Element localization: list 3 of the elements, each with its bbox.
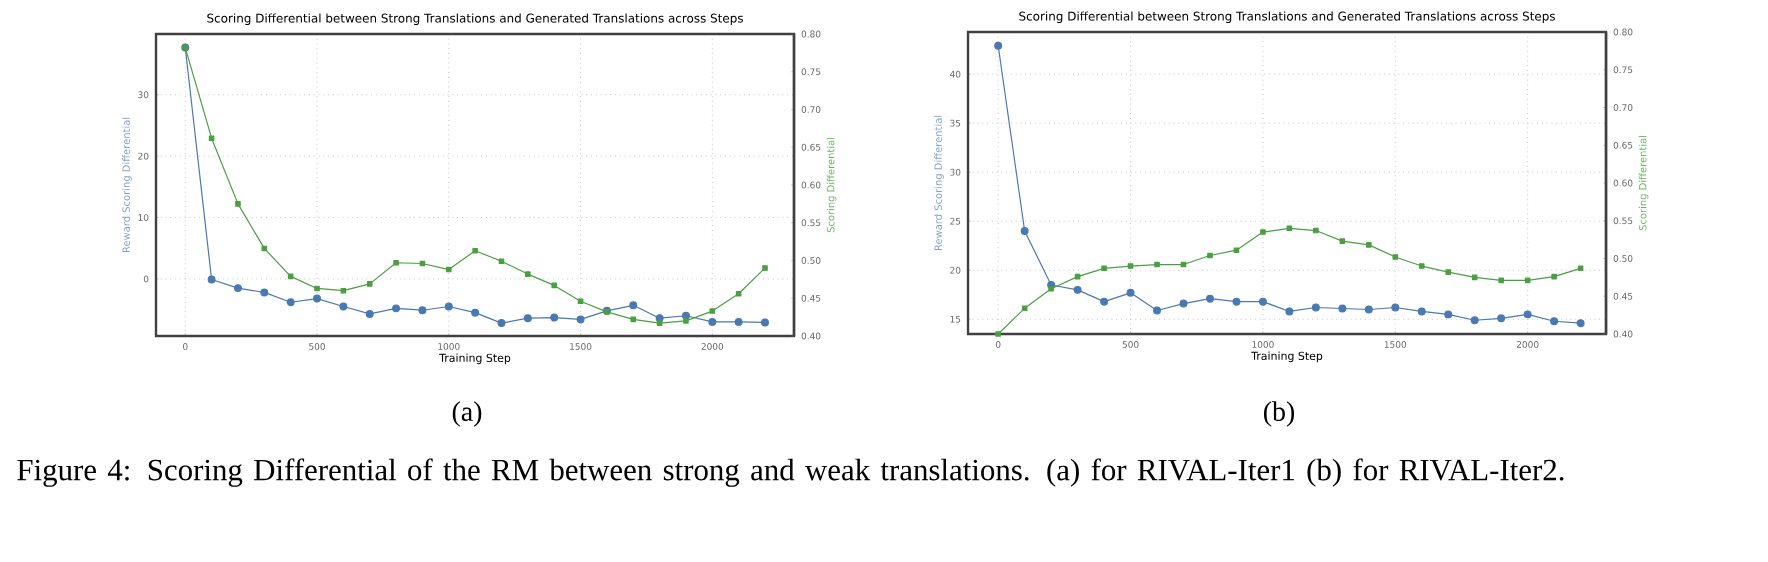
caption: Figure 4: Scoring Differential of the RM between strong and weak translations. (a) for RIVAL-Iter1 (b) for RIVAL-Iter2. [17, 458, 1564, 487]
text: (a) [452, 401, 482, 427]
text: (b) [1263, 401, 1295, 427]
